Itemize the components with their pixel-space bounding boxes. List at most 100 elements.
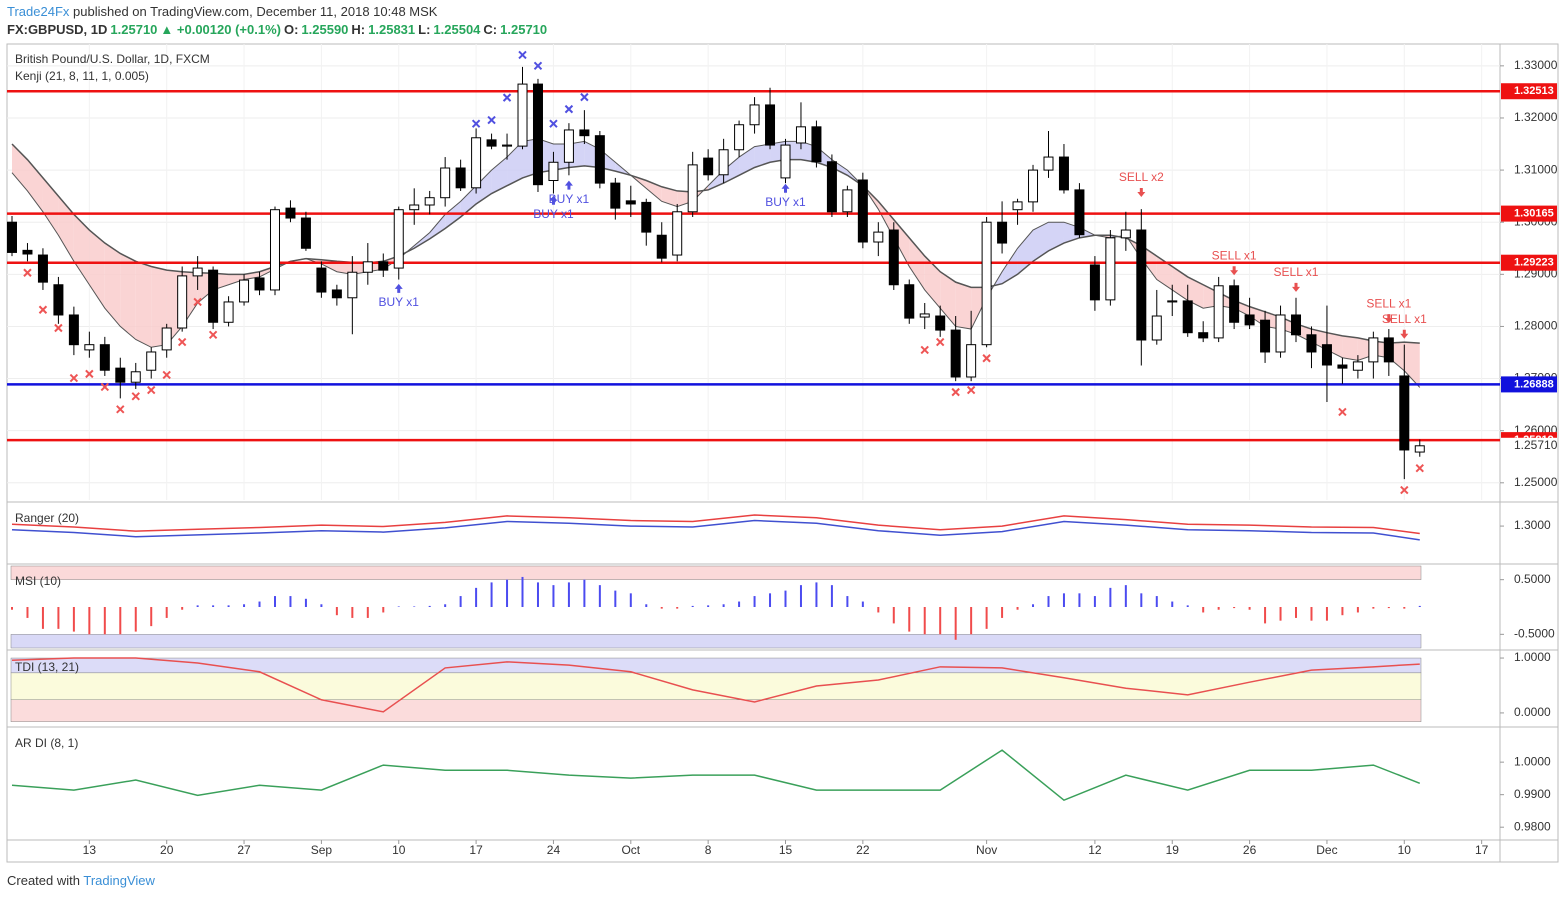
candle-body [378,261,389,271]
candle-body [1399,375,1410,451]
cloud-fill [1187,276,1204,309]
y-tick-label: 1.0000 [1514,754,1551,768]
cloud-fill [151,266,167,348]
candle-body [625,200,636,205]
y-tick-label: 0.5000 [1514,572,1551,586]
c-label: C: [483,22,498,37]
signal-arrow [1137,188,1146,198]
candle-body [316,267,327,293]
signal-cross [85,369,94,379]
chart-title: British Pound/U.S. Dollar, 1D, FXCM [15,52,210,66]
cloud-fill [460,185,477,217]
candle-body [146,351,157,371]
cloud-fill [336,261,353,275]
candle-body [1260,319,1271,353]
y-tick-label: 1.31000 [1514,162,1558,176]
y-tick-label: 1.25000 [1514,475,1558,489]
pane-title: AR DI (8, 1) [15,736,78,750]
candle-body [1136,229,1147,341]
signal-cross [471,119,481,128]
candle-body [300,217,311,249]
band [10,565,1422,580]
brand[interactable]: TradingView [83,873,155,888]
candle-body [1337,364,1348,369]
signal-label: BUY x1 [765,195,806,209]
candle-body [1213,285,1224,339]
author[interactable]: Trade24Fx [7,4,70,19]
candle-body [68,314,79,346]
signal-cross [533,61,543,71]
quote-line: FX:GBPUSD, 1D 1.25710 ▲ +0.00120 (+0.1%) O:… [7,22,550,37]
candle-body [548,161,559,182]
cloud-fill [955,282,972,330]
indicator-panes: Ranger (20) MSI (10) TDI (13, 21) AR DI (8,… [10,511,1422,802]
candle-body [780,144,791,179]
candle-body [1352,361,1363,371]
signal-cross [177,337,187,347]
y-tick-label: 1.0000 [1514,650,1551,664]
band [10,699,1422,722]
signal-arrow [1292,282,1301,292]
candle-body [734,124,745,151]
cloud-fill [1342,335,1358,361]
kenji-line [11,143,1420,344]
candle-body [857,179,868,243]
close: 1.25710 [500,22,548,37]
signal-cross [1415,463,1424,473]
low: 1.25504 [433,22,481,37]
level-label: 1.32513 [1514,85,1554,97]
candle-body [517,83,528,147]
signal-arrow [781,183,790,193]
signal-cross [23,268,32,277]
indicator-line [11,514,1420,535]
signal-cross [920,345,929,355]
signal-label: BUY x1 [549,192,590,206]
candle-body [177,275,188,329]
candle-body [1275,314,1286,353]
change: ▲ +0.00120 (+0.1%) [160,22,281,37]
candle-body [687,164,698,213]
candle-body [1291,314,1302,336]
x-tick-label: Sep [311,843,333,857]
candle-body [765,104,776,146]
candle-body [610,182,621,209]
candle-body [7,221,17,253]
level-tag [1501,376,1557,393]
cloud-fill [739,146,755,176]
indicator-line [11,657,1420,713]
candle-body [1058,156,1069,191]
signal-cross [100,382,110,392]
y-tick-label: 1.28000 [1514,319,1558,333]
published: published on TradingView.com, December 1… [73,4,438,19]
x-tick-label: 17 [469,843,483,857]
candle-body [532,83,543,186]
indicator-line [11,749,1421,802]
candle-body [1229,285,1240,323]
band [10,634,1422,649]
candle-body [888,229,899,286]
candle-body [455,167,466,189]
candle-body [115,367,126,383]
candle-body [1167,300,1178,303]
candle-body [672,211,683,256]
cloud-fill [924,256,941,309]
candle-body [409,204,420,211]
cloud-fill [445,201,461,229]
candle-body [440,167,451,199]
signal-label: SELL x1 [1212,248,1257,262]
candle-body [579,129,590,137]
signal-cross [966,385,976,395]
candle-body [919,313,930,318]
last-price-label: 1.25710 [1514,438,1558,452]
candle-body [239,279,250,303]
x-tick-label: 8 [705,843,712,857]
indicator-title: Kenji (21, 8, 11, 1, 0.005) [15,69,149,83]
level-tag [1501,83,1557,100]
candle-body [22,249,33,255]
candle-body [1198,332,1209,339]
candle-body [1105,237,1116,301]
signal-cross [1400,485,1409,495]
symbol: FX:GBPUSD, 1D [7,22,108,37]
x-tick-label: Nov [976,843,997,857]
